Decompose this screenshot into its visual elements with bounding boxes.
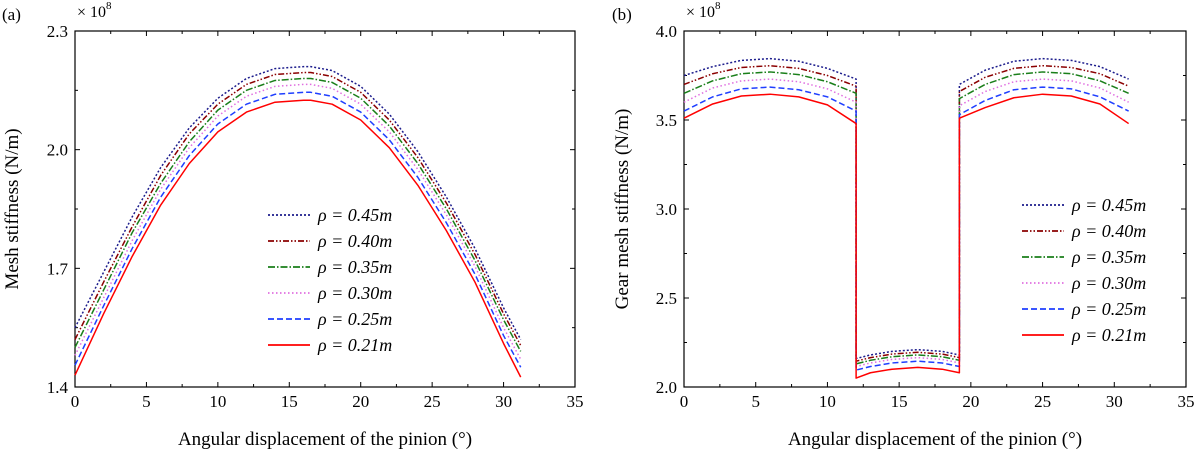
legend-label: ρ = 0.40m: [1071, 221, 1146, 241]
legend-unit: m: [1133, 299, 1146, 319]
legend-rho: ρ = 0.35: [317, 257, 379, 277]
legend-label: ρ = 0.25m: [1071, 299, 1146, 319]
legend-unit: m: [379, 231, 392, 251]
series-line: [74, 83, 522, 360]
legend-rho: ρ = 0.45: [1071, 195, 1133, 215]
legend-label: ρ = 0.35m: [317, 257, 392, 277]
x-axis-label: Angular displacement of the pinion (°): [788, 429, 1082, 449]
legend-rho: ρ = 0.40: [1071, 221, 1133, 241]
series-line: [683, 57, 1129, 360]
series-line: [683, 71, 1129, 365]
panel-label: (a): [2, 5, 21, 24]
series-line: [74, 65, 522, 340]
y-tick-label: 4.0: [656, 22, 677, 41]
y-tick-label: 1.7: [47, 259, 69, 278]
series-line: [683, 64, 1129, 362]
legend-unit: m: [1133, 247, 1146, 267]
panel-label: (b): [612, 5, 632, 24]
legend-label: ρ = 0.30m: [1071, 273, 1146, 293]
legend-label: ρ = 0.25m: [317, 309, 392, 329]
y-axis-label: Gear mesh stiffness (N/m): [612, 109, 633, 310]
x-tick-label: 30: [495, 392, 512, 411]
x-tick-label: 10: [819, 392, 836, 411]
y-tick-label: 3.5: [656, 111, 677, 130]
svg-text:× 10: × 10: [77, 4, 106, 21]
svg-text:8: 8: [106, 0, 112, 12]
legend-unit: m: [1133, 273, 1146, 293]
legend-label: ρ = 0.30m: [317, 283, 392, 303]
legend-unit: m: [379, 257, 392, 277]
chart-panel-a: (a) × 10 8 0 5 10 15 20 25 30 35 1.4 1.7 2.0 2.3 An…: [2, 0, 584, 449]
legend-unit: m: [1133, 221, 1146, 241]
legend-label: ρ = 0.21m: [317, 335, 392, 355]
x-tick-label: 5: [751, 392, 760, 411]
legend-rho: ρ = 0.21: [317, 335, 379, 355]
y-tick-label: 2.3: [47, 22, 68, 41]
legend-rho: ρ = 0.45: [317, 205, 379, 225]
x-tick-label: 20: [352, 392, 369, 411]
x-tick-label: 15: [891, 392, 908, 411]
multiplier-label: × 10 8: [77, 0, 112, 21]
series-group: [683, 57, 1130, 379]
legend-label: ρ = 0.21m: [1071, 325, 1146, 345]
y-tick-label: 2.0: [47, 141, 68, 160]
x-tick-label: 0: [680, 392, 689, 411]
plot-area-frame: [683, 30, 1187, 388]
series-line: [74, 71, 522, 346]
chart-panel-b: (b) × 10 8 0 5 10 15 20 25 30 35 2.0 2.5 3.0 3.5 4.0…: [612, 0, 1195, 449]
legend-label: ρ = 0.35m: [1071, 247, 1146, 267]
series-line: [683, 86, 1129, 371]
legend-rho: ρ = 0.25: [317, 309, 379, 329]
x-tick-label: 0: [71, 392, 80, 411]
multiplier-label: × 10 8: [686, 0, 721, 21]
x-axis-label: Angular displacement of the pinion (°): [178, 429, 472, 449]
x-tick-label: 10: [209, 392, 226, 411]
x-tick-label: 5: [142, 392, 151, 411]
legend-unit: m: [1133, 195, 1146, 215]
legend-label: ρ = 0.40m: [317, 231, 392, 251]
legend-unit: m: [379, 335, 392, 355]
svg-text:8: 8: [715, 0, 721, 12]
y-axis-label: Mesh stiffness (N/m): [2, 128, 23, 289]
x-tick-label: 25: [424, 392, 441, 411]
x-tick-label: 35: [567, 392, 584, 411]
series-line: [683, 78, 1129, 368]
series-line: [74, 99, 522, 378]
series-line: [74, 77, 522, 352]
legend-rho: ρ = 0.40: [317, 231, 379, 251]
legend-rho: ρ = 0.25: [1071, 299, 1133, 319]
series-line: [74, 91, 522, 368]
x-tick-label: 25: [1034, 392, 1051, 411]
legend-label: ρ = 0.45m: [1071, 195, 1146, 215]
legend-unit: m: [379, 283, 392, 303]
legend-unit: m: [379, 205, 392, 225]
svg-text:× 10: × 10: [686, 4, 715, 21]
y-tick-label: 3.0: [656, 200, 677, 219]
x-tick-label: 15: [281, 392, 298, 411]
legend-rho: ρ = 0.21: [1071, 325, 1133, 345]
legend-rho: ρ = 0.30: [1071, 273, 1133, 293]
legend-label: ρ = 0.45m: [317, 205, 392, 225]
legend-unit: m: [1133, 325, 1146, 345]
series-group: [74, 65, 522, 378]
legend-rho: ρ = 0.35: [1071, 247, 1133, 267]
plot-area-frame: [74, 30, 576, 388]
legend-rho: ρ = 0.30: [317, 283, 379, 303]
x-tick-label: 20: [962, 392, 979, 411]
y-tick-label: 2.0: [656, 378, 677, 397]
x-tick-label: 35: [1178, 392, 1195, 411]
y-tick-label: 2.5: [656, 289, 677, 308]
legend-unit: m: [379, 309, 392, 329]
series-line: [683, 93, 1130, 379]
x-tick-label: 30: [1106, 392, 1123, 411]
y-tick-label: 1.4: [47, 378, 69, 397]
